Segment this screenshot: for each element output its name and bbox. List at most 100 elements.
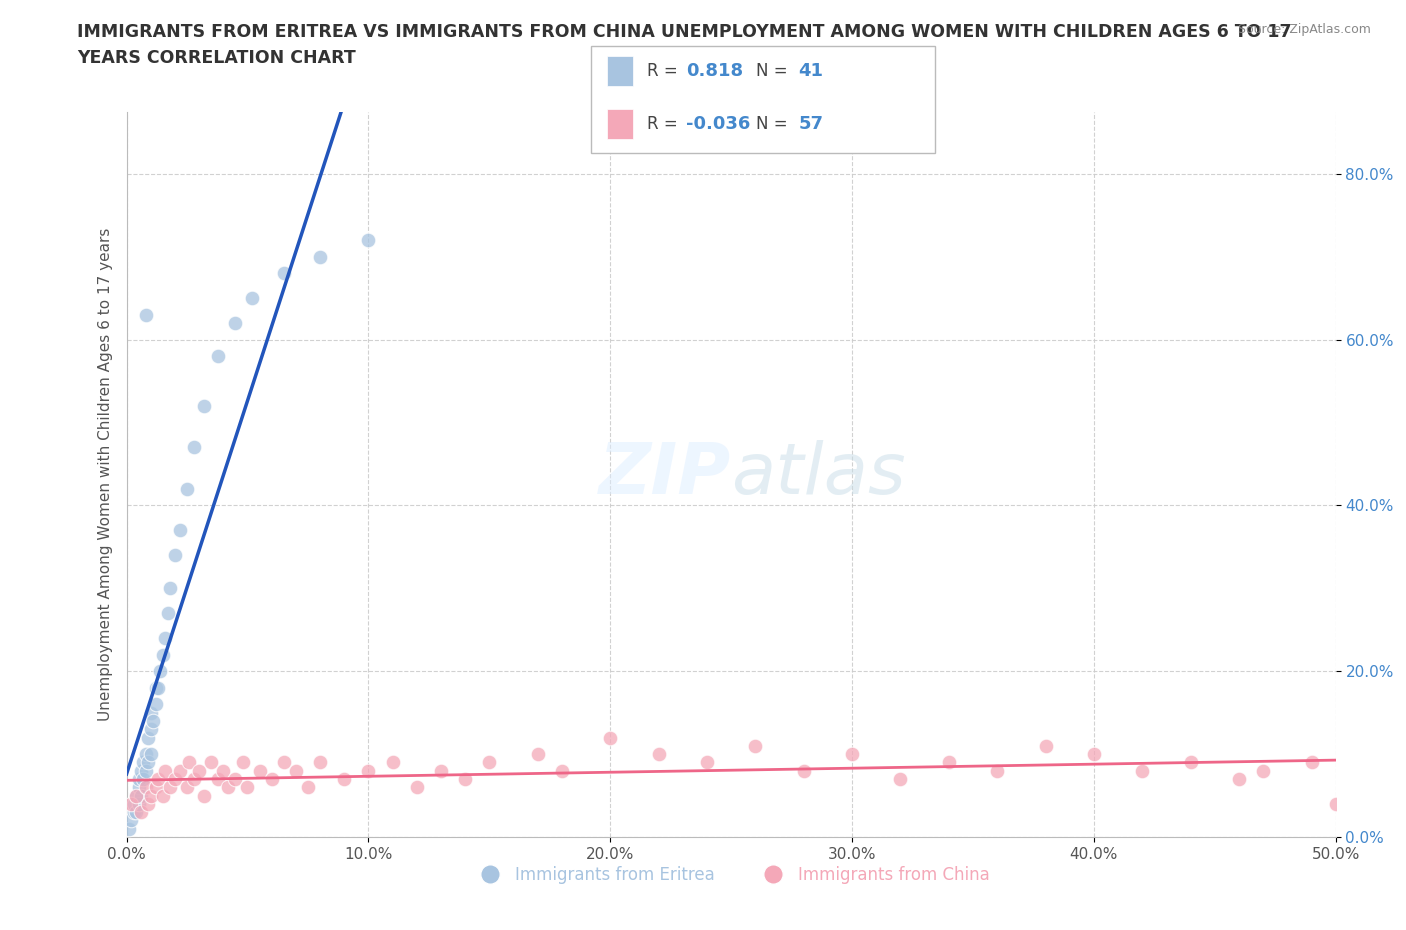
Point — [405, 780, 427, 795]
Point — [136, 796, 159, 811]
Point — [284, 764, 307, 778]
Text: Source: ZipAtlas.com: Source: ZipAtlas.com — [1237, 23, 1371, 36]
Text: IMMIGRANTS FROM ERITREA VS IMMIGRANTS FROM CHINA UNEMPLOYMENT AMONG WOMEN WITH C: IMMIGRANTS FROM ERITREA VS IMMIGRANTS FR… — [77, 23, 1292, 41]
Point — [145, 697, 167, 711]
Point — [1301, 755, 1323, 770]
Point — [696, 755, 718, 770]
Point — [526, 747, 548, 762]
Point — [841, 747, 863, 762]
Point — [163, 772, 186, 787]
Point — [200, 755, 222, 770]
Point — [120, 813, 142, 828]
Point — [136, 730, 159, 745]
Y-axis label: Unemployment Among Women with Children Ages 6 to 17 years: Unemployment Among Women with Children A… — [97, 228, 112, 721]
Point — [240, 291, 263, 306]
Point — [357, 232, 380, 247]
Point — [224, 315, 246, 330]
Point — [217, 780, 239, 795]
Point — [159, 780, 181, 795]
Point — [478, 755, 501, 770]
Point — [249, 764, 271, 778]
Point — [188, 764, 211, 778]
Legend: Immigrants from Eritrea, Immigrants from China: Immigrants from Eritrea, Immigrants from… — [467, 859, 995, 890]
Text: atlas: atlas — [731, 440, 905, 509]
Point — [135, 307, 157, 322]
Point — [273, 755, 295, 770]
Point — [193, 788, 215, 803]
Point — [793, 764, 815, 778]
Point — [132, 772, 155, 787]
Text: YEARS CORRELATION CHART: YEARS CORRELATION CHART — [77, 49, 356, 67]
Point — [146, 772, 169, 787]
Point — [309, 755, 332, 770]
Point — [273, 266, 295, 281]
Point — [297, 780, 319, 795]
Point — [142, 713, 165, 728]
Point — [454, 772, 477, 787]
Point — [169, 523, 191, 538]
Point — [1227, 772, 1250, 787]
Point — [129, 788, 152, 803]
Point — [986, 764, 1008, 778]
Point — [179, 755, 201, 770]
Point — [146, 681, 169, 696]
Point — [128, 796, 150, 811]
Point — [139, 705, 162, 720]
Point — [744, 738, 766, 753]
Point — [333, 772, 356, 787]
Point — [309, 249, 332, 264]
Point — [647, 747, 669, 762]
Text: 57: 57 — [799, 115, 824, 133]
Point — [149, 664, 172, 679]
Point — [551, 764, 574, 778]
Point — [1083, 747, 1105, 762]
Point — [207, 349, 229, 364]
Point — [183, 440, 205, 455]
Point — [120, 796, 142, 811]
Point — [135, 764, 157, 778]
Point — [357, 764, 380, 778]
Point — [163, 548, 186, 563]
Point — [125, 788, 148, 803]
Point — [135, 747, 157, 762]
Text: R =: R = — [647, 115, 683, 133]
Point — [159, 581, 181, 596]
Point — [183, 772, 205, 787]
Point — [1130, 764, 1153, 778]
Point — [156, 605, 179, 620]
Point — [207, 772, 229, 787]
Text: N =: N = — [756, 62, 793, 80]
Point — [122, 796, 145, 811]
Point — [136, 755, 159, 770]
Point — [176, 482, 198, 497]
Point — [1324, 796, 1347, 811]
Point — [1251, 764, 1274, 778]
Point — [938, 755, 960, 770]
Point — [125, 788, 148, 803]
Point — [129, 804, 152, 819]
Point — [169, 764, 191, 778]
Point — [125, 804, 148, 819]
Point — [155, 631, 177, 645]
Point — [155, 764, 177, 778]
Point — [152, 647, 174, 662]
Point — [889, 772, 911, 787]
Point — [224, 772, 246, 787]
Point — [236, 780, 259, 795]
Point — [381, 755, 404, 770]
Point — [1180, 755, 1202, 770]
Text: -0.036: -0.036 — [686, 115, 751, 133]
Point — [145, 681, 167, 696]
Point — [145, 780, 167, 795]
Text: 0.818: 0.818 — [686, 62, 744, 80]
Text: 41: 41 — [799, 62, 824, 80]
Point — [129, 764, 152, 778]
Point — [1035, 738, 1057, 753]
Point — [599, 730, 621, 745]
Point — [128, 772, 150, 787]
Point — [430, 764, 453, 778]
Text: ZIP: ZIP — [599, 440, 731, 509]
Point — [135, 780, 157, 795]
Point — [260, 772, 283, 787]
Point — [132, 755, 155, 770]
